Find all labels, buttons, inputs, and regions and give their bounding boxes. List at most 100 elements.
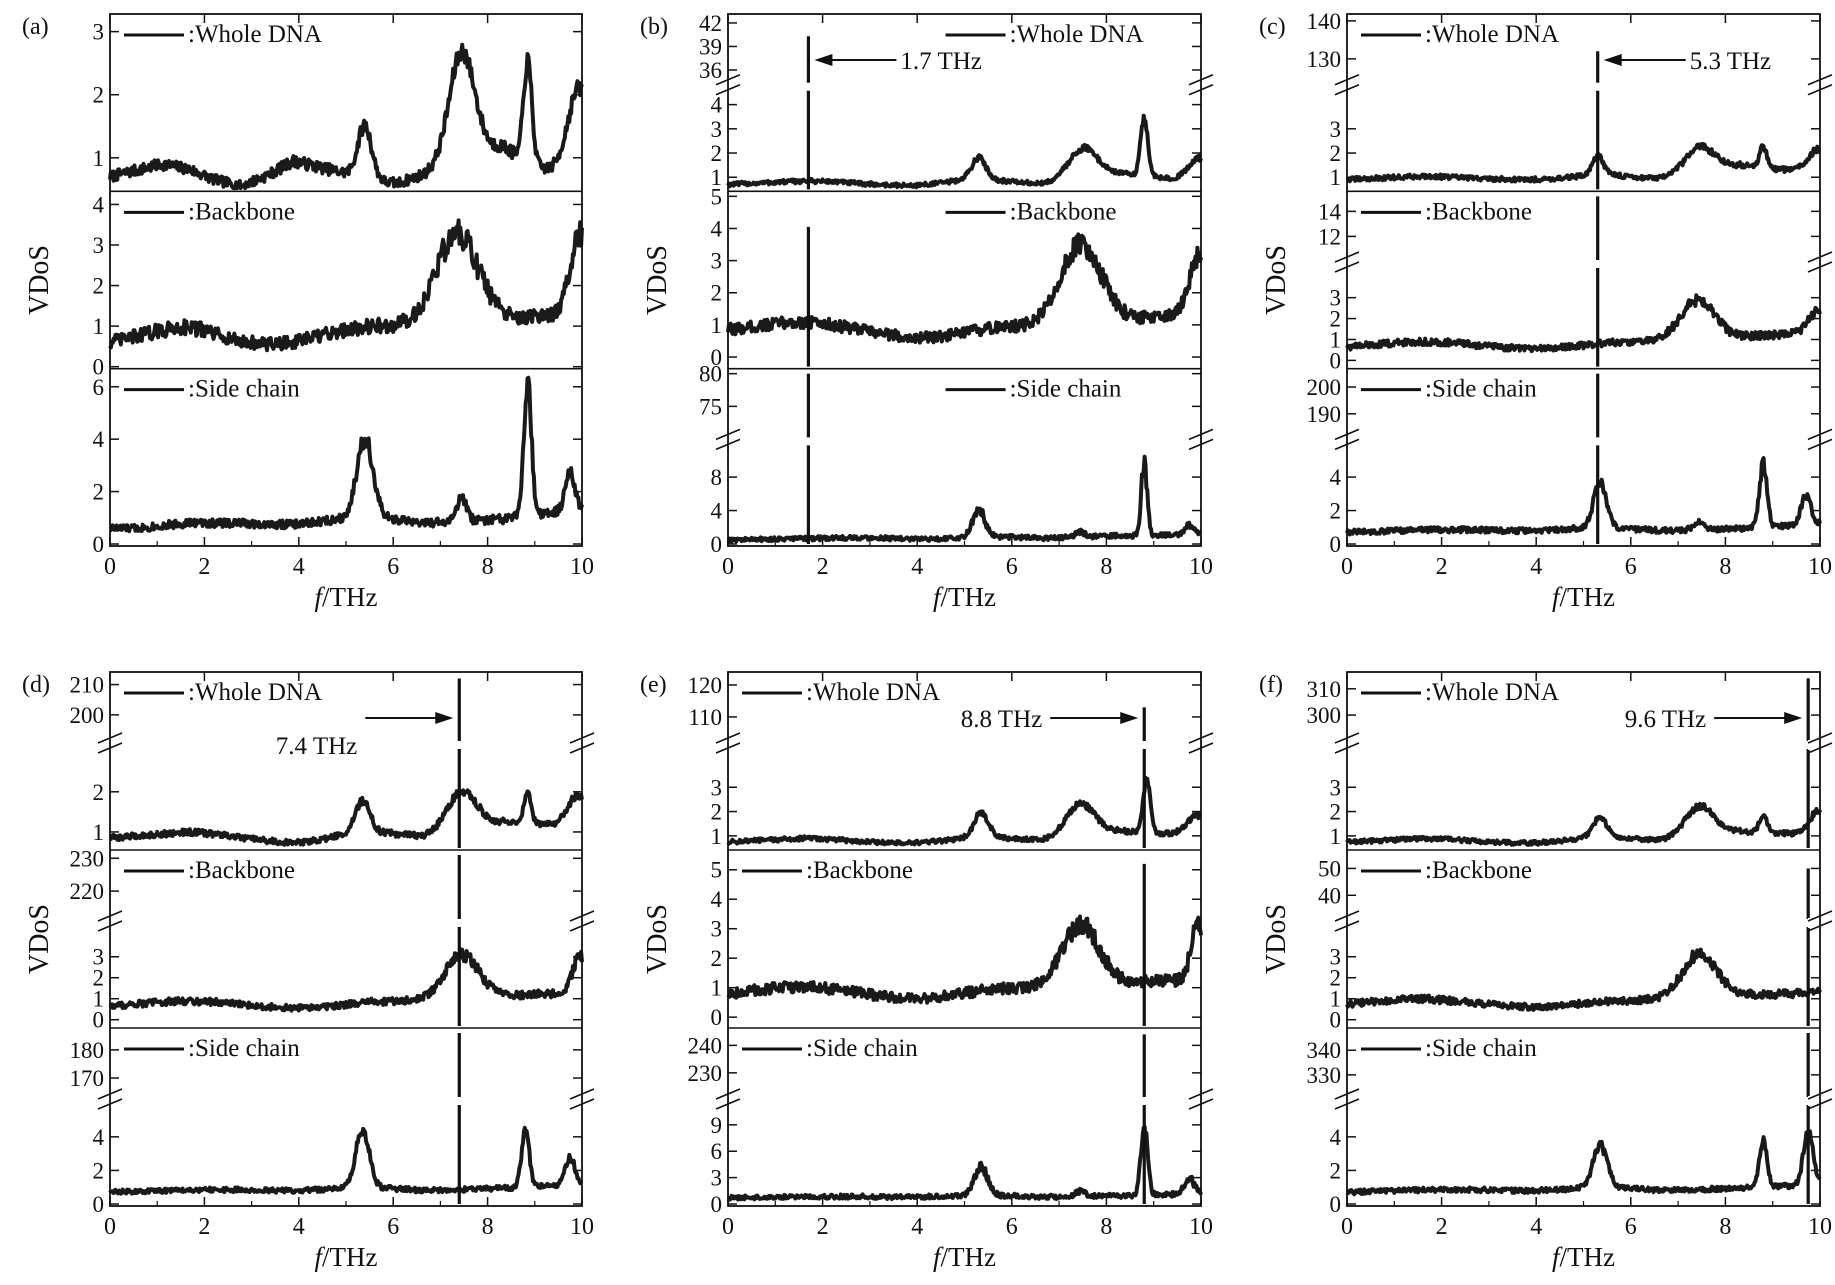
y-tick-label: 2 — [1330, 141, 1342, 166]
legend-label: :Whole DNA — [1425, 679, 1559, 706]
x-tick-label: 2 — [198, 1214, 210, 1240]
x-axis-label: f/THz — [315, 1242, 378, 1272]
y-tick-label: 2 — [711, 281, 723, 306]
y-tick-label: 3 — [93, 945, 105, 970]
x-tick-label: 4 — [911, 554, 923, 580]
x-tick-label: 8 — [482, 554, 494, 580]
y-tick-label: 3 — [93, 20, 105, 45]
y-tick-label: 5 — [711, 858, 723, 883]
x-tick-label: 8 — [482, 1214, 494, 1240]
x-tick-label: 0 — [104, 554, 116, 580]
y-tick-label: 2 — [711, 946, 723, 971]
y-tick-label: 0 — [711, 345, 723, 370]
x-tick-label: 8 — [1100, 554, 1112, 580]
vdos-curve — [108, 1125, 584, 1196]
y-tick-label: 50 — [1318, 856, 1341, 881]
panel-label: (c) — [1259, 14, 1286, 40]
subplot-backbone: 0 1 2 3 4 5:Backbone — [711, 184, 1203, 370]
y-tick-label: 80 — [699, 362, 722, 387]
vdos-curve — [108, 218, 584, 353]
y-tick-label: 1 — [711, 165, 723, 190]
y-tick-label: 12 — [1318, 224, 1341, 249]
x-tick-label: 6 — [387, 554, 399, 580]
x-axis-label: f/THz — [315, 582, 378, 612]
y-axis-label: VDoS — [24, 245, 55, 315]
panel-frame — [1346, 13, 1821, 547]
panel-frame — [727, 13, 1202, 547]
y-tick-label: 4 — [711, 93, 723, 118]
legend-label: :Whole DNA — [188, 21, 322, 48]
x-tick-label: 6 — [1006, 554, 1018, 580]
x-tick-label: 10 — [570, 554, 594, 580]
x-tick-label: 6 — [1625, 1214, 1637, 1240]
y-tick-label: 2 — [93, 1158, 105, 1183]
y-tick-label: 240 — [688, 1033, 723, 1058]
x-axis-label: f/THz — [1552, 1242, 1615, 1272]
x-tick-label: 2 — [1436, 554, 1448, 580]
y-tick-label: 0 — [1330, 1008, 1342, 1033]
y-tick-label: 75 — [699, 394, 722, 419]
y-tick-label: 4 — [93, 192, 105, 217]
y-tick-label: 0 — [93, 1192, 105, 1217]
x-axis-variable: f — [1552, 582, 1563, 612]
x-tick-label: 4 — [293, 554, 305, 580]
subplot-side-chain: 0 2 4 170 180:Side chain — [70, 1033, 595, 1217]
y-tick-label: 42 — [699, 11, 722, 36]
x-axis-variable: f — [1552, 1242, 1563, 1272]
x-tick-label: 6 — [387, 1214, 399, 1240]
y-tick-label: 4 — [93, 1125, 105, 1150]
vdos-curve — [108, 42, 584, 191]
y-tick-label: 3 — [1330, 775, 1342, 800]
y-tick-label: 3 — [711, 249, 723, 274]
x-axis-unit: /THz — [1560, 582, 1615, 612]
y-tick-label: 230 — [70, 846, 105, 871]
y-tick-label: 4 — [93, 427, 105, 452]
y-tick-label: 3 — [1330, 117, 1342, 142]
legend-label: :Whole DNA — [188, 679, 322, 706]
vdos-curve — [108, 947, 584, 1013]
vdos-curve — [726, 232, 1203, 345]
x-tick-label: 10 — [1189, 554, 1213, 580]
y-tick-label: 330 — [1307, 1063, 1342, 1088]
x-axis-unit: /THz — [1560, 1242, 1615, 1272]
x-tick-label: 0 — [722, 554, 734, 580]
legend-label: :Whole DNA — [806, 679, 940, 706]
y-tick-label: 40 — [1318, 883, 1341, 908]
y-tick-label: 1 — [711, 313, 723, 338]
y-tick-label: 210 — [70, 673, 105, 698]
frequency-annotation: 9.6 THz — [1625, 706, 1706, 733]
y-tick-label: 6 — [711, 1139, 723, 1164]
y-tick-label: 190 — [1307, 402, 1342, 427]
y-tick-label: 5 — [711, 184, 723, 209]
y-tick-label: 170 — [70, 1066, 105, 1091]
vdos-curve — [1345, 293, 1822, 354]
legend-label: :Backbone — [188, 198, 295, 225]
legend-label: :Side chain — [1425, 1035, 1537, 1062]
y-tick-label: 1 — [1330, 327, 1342, 352]
legend-label: :Side chain — [188, 376, 300, 403]
y-tick-label: 0 — [1330, 348, 1342, 373]
x-axis-unit: /THz — [322, 582, 377, 612]
vdos-curve — [1345, 801, 1822, 847]
y-tick-label: 2 — [93, 480, 105, 505]
x-tick-label: 0 — [1341, 554, 1353, 580]
y-tick-label: 230 — [688, 1061, 723, 1086]
y-tick-label: 200 — [70, 703, 105, 728]
panel-label: (a) — [22, 14, 49, 40]
vdos-curve — [726, 775, 1203, 847]
legend-label: :Backbone — [1010, 198, 1117, 225]
subplot-whole-dna: 123 110 120:Whole DNA — [688, 673, 1214, 849]
vdos-curve — [108, 375, 584, 534]
y-tick-label: 1 — [93, 146, 105, 171]
panel-label: (b) — [640, 14, 668, 40]
y-tick-label: 2 — [1330, 1158, 1342, 1183]
